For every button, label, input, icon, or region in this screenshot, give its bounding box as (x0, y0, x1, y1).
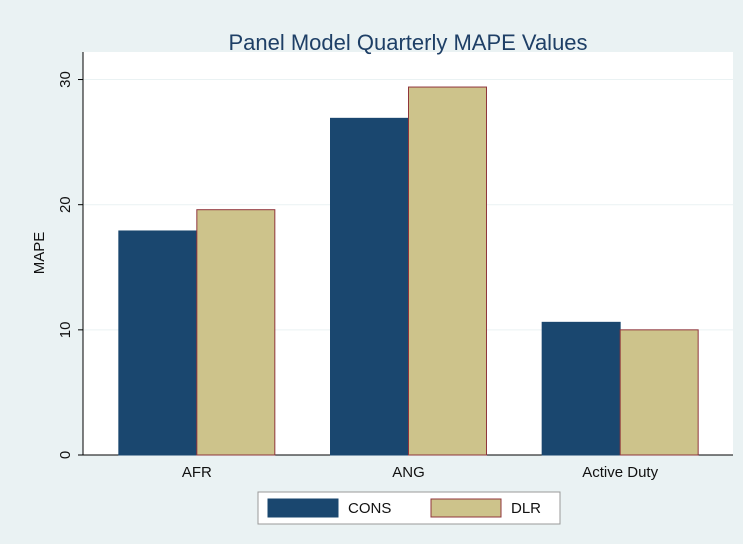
x-tick-label: AFR (182, 464, 212, 481)
bar (541, 321, 621, 456)
y-axis-label: MAPE (31, 232, 48, 275)
bar (330, 117, 409, 456)
x-tick-label: Active Duty (582, 464, 658, 481)
bar (408, 86, 487, 456)
chart-title: Panel Model Quarterly MAPE Values (228, 30, 587, 55)
x-tick-label: ANG (392, 464, 425, 481)
y-tick-label: 10 (57, 322, 74, 339)
bar (196, 209, 276, 456)
bar (118, 230, 198, 456)
y-tick-label: 30 (57, 71, 74, 88)
legend-swatch (430, 498, 502, 518)
y-tick-label: 0 (57, 451, 74, 459)
legend-label: CONS (348, 500, 391, 517)
legend-swatch (267, 498, 339, 518)
bar (619, 329, 699, 456)
legend-label: DLR (511, 500, 541, 517)
y-tick-label: 20 (57, 196, 74, 213)
